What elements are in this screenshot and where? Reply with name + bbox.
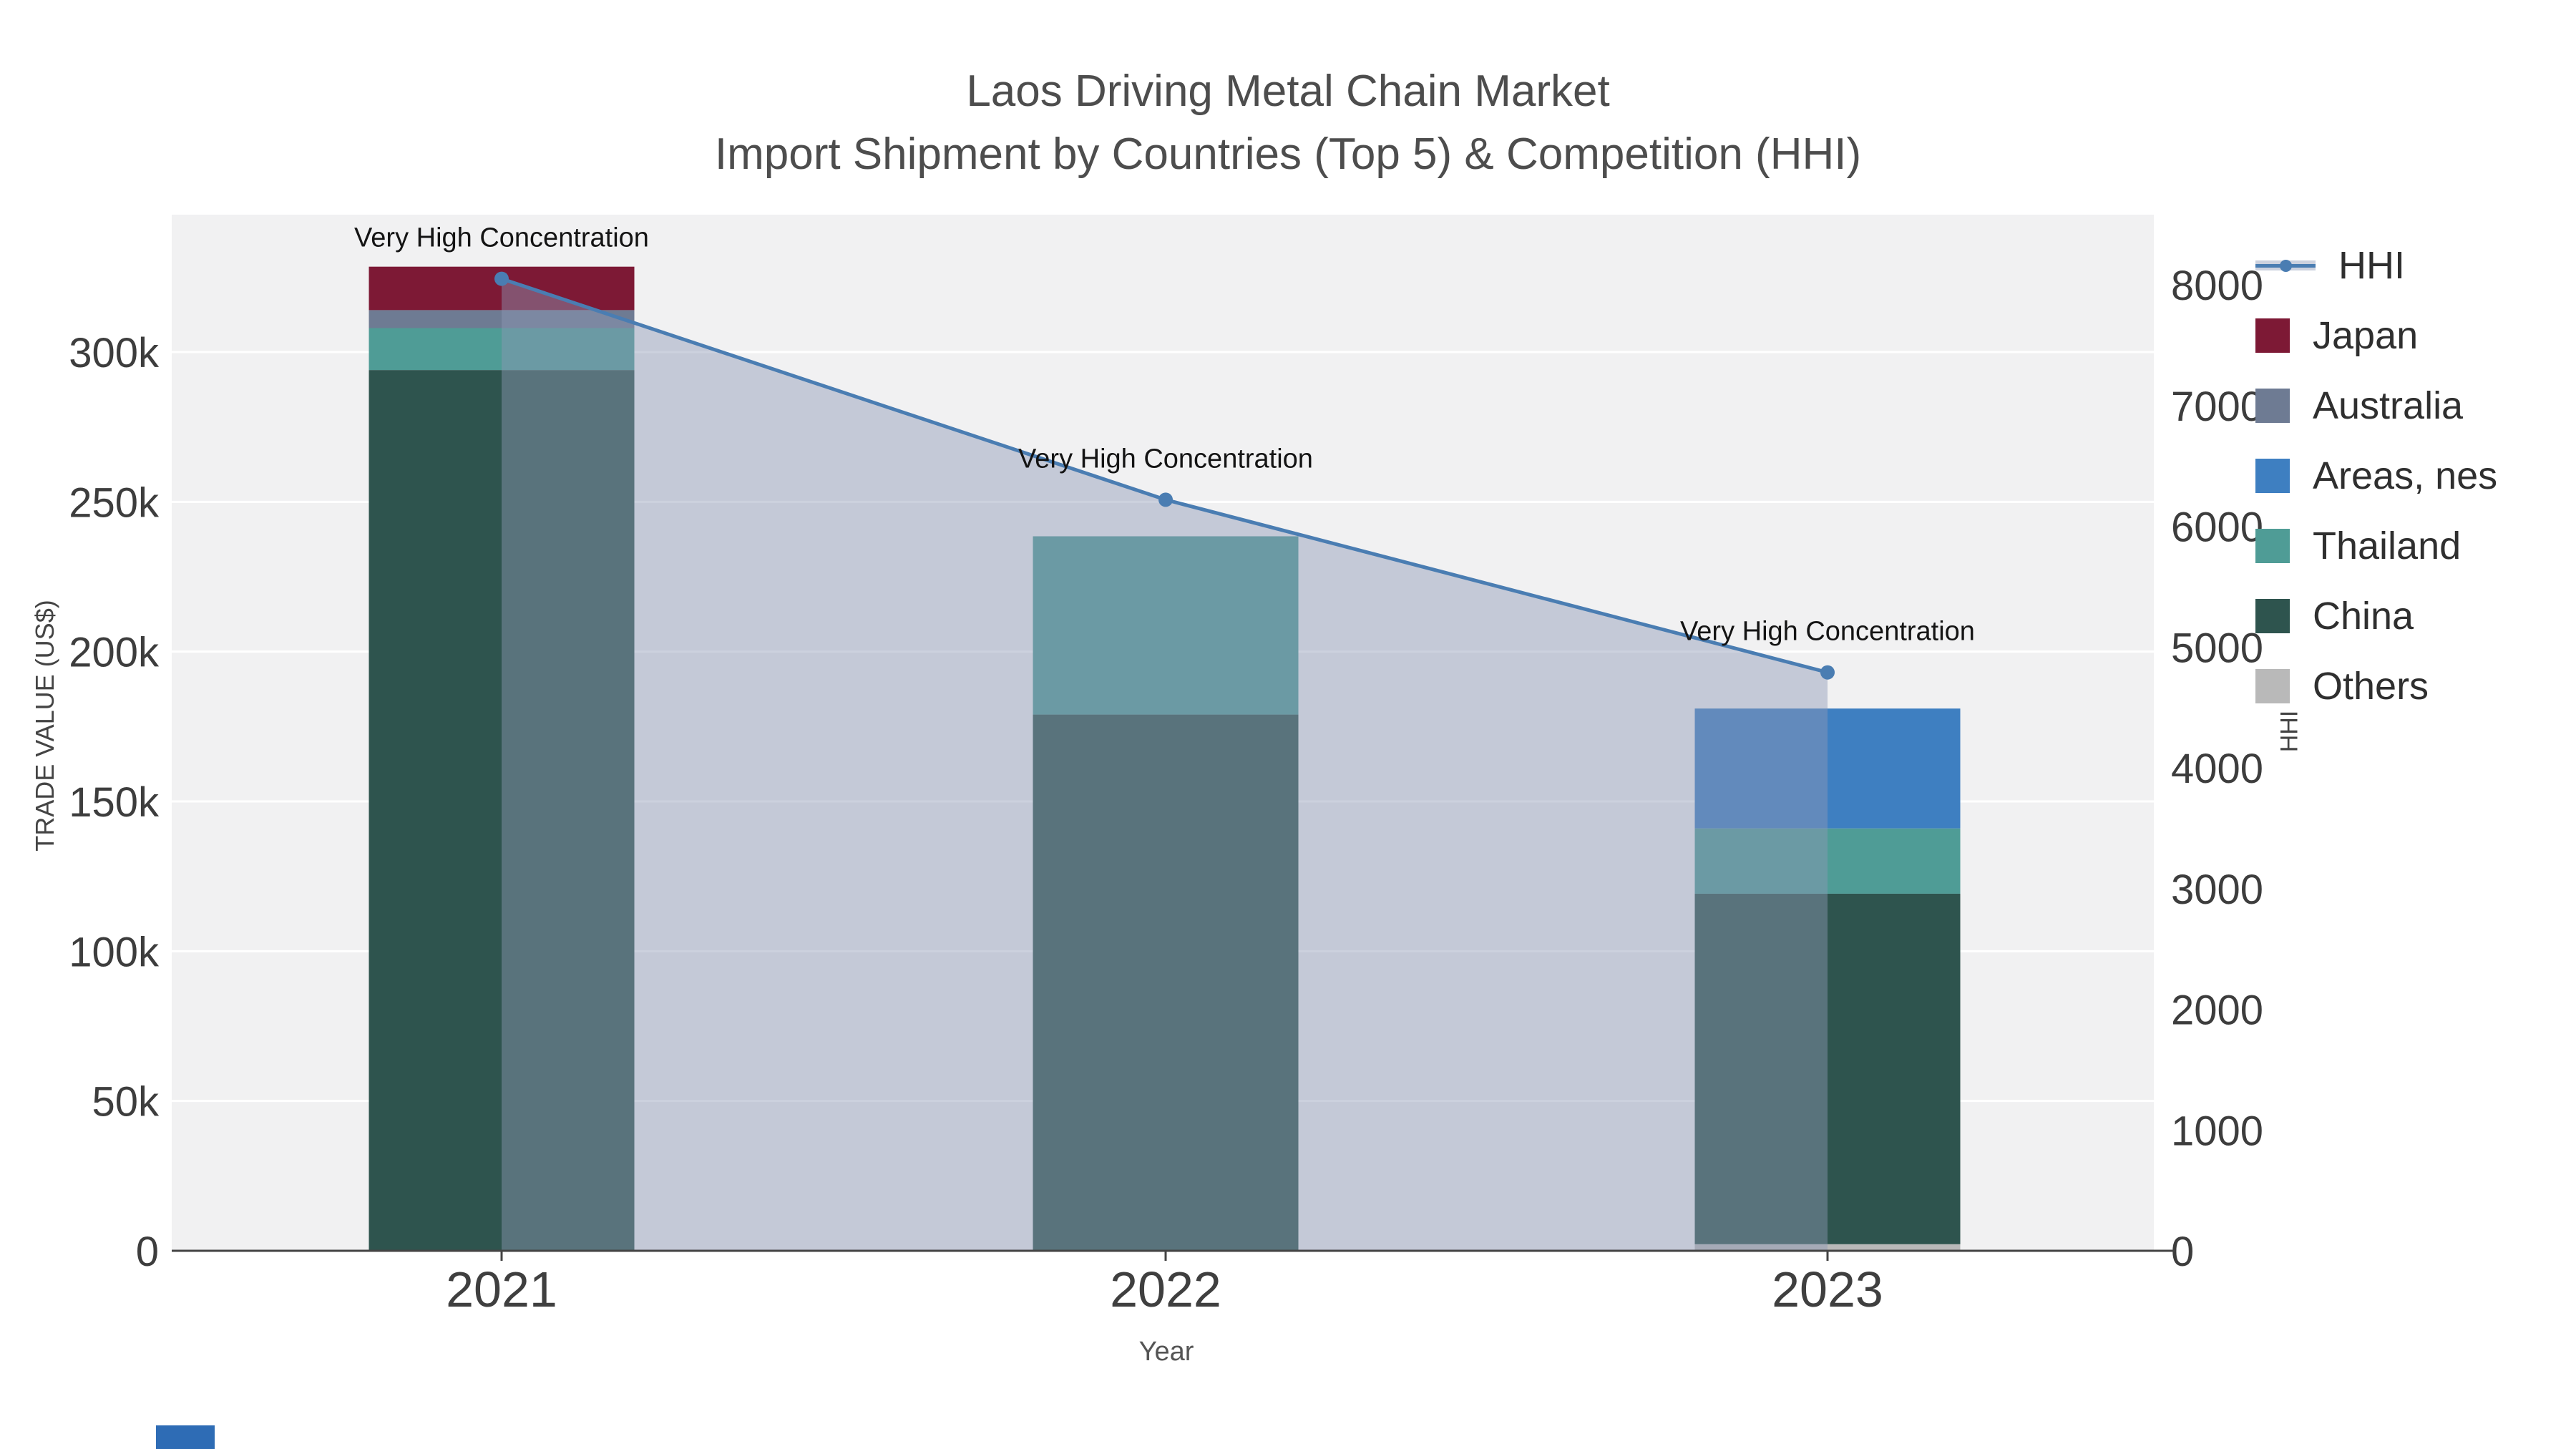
y-left-tick-label-300k: 300k bbox=[69, 330, 160, 376]
hhi-area bbox=[502, 278, 1828, 1251]
legend-hhi-marker-dot bbox=[2280, 260, 2292, 272]
legend-swatch-thailand bbox=[2255, 529, 2290, 563]
y-right-tick-label-7000: 7000 bbox=[2171, 384, 2263, 430]
legend-swatch-china bbox=[2255, 599, 2290, 633]
legend-label-others: Others bbox=[2313, 665, 2429, 708]
y-right-tick-label-3000: 3000 bbox=[2171, 867, 2263, 913]
legend-label-china: China bbox=[2313, 595, 2414, 638]
legend-swatch-areas-nes bbox=[2255, 459, 2290, 493]
hhi-marker-2021[interactable] bbox=[494, 271, 509, 286]
hhi-marker-2023[interactable] bbox=[1820, 665, 1835, 680]
legend-label-areas-nes: Areas, nes bbox=[2313, 454, 2498, 497]
bar-segment-australia-2021[interactable] bbox=[369, 310, 635, 328]
annotation-2023: Very High Concentration bbox=[1680, 617, 1975, 647]
y-left-tick-label-150k: 150k bbox=[69, 779, 160, 826]
chart-title: Laos Driving Metal Chain Market Import S… bbox=[0, 60, 2576, 186]
y-left-tick-label-0: 0 bbox=[136, 1229, 159, 1275]
hhi-marker-2022[interactable] bbox=[1158, 492, 1173, 507]
y-right-tick-label-4000: 4000 bbox=[2171, 746, 2263, 792]
y-left-tick-label-250k: 250k bbox=[69, 479, 160, 526]
y-left-tick-label-100k: 100k bbox=[69, 929, 160, 975]
bar-segment-thailand-2022[interactable] bbox=[1033, 536, 1299, 715]
y-left-tick-label-200k: 200k bbox=[69, 630, 160, 676]
legend-label-australia: Australia bbox=[2313, 384, 2464, 427]
y-right-tick-label-1000: 1000 bbox=[2171, 1108, 2263, 1154]
legend-item-thailand[interactable]: Thailand bbox=[2255, 511, 2497, 581]
legend-item-hhi[interactable]: HHI bbox=[2255, 230, 2497, 301]
bar-segment-china-2022[interactable] bbox=[1033, 714, 1299, 1251]
legend-hhi-line-glyph bbox=[2255, 251, 2316, 280]
legend-swatch-australia bbox=[2255, 389, 2290, 423]
bar-segment-china-2023[interactable] bbox=[1694, 893, 1961, 1244]
y-left-tick-label-50k: 50k bbox=[92, 1079, 160, 1126]
x-axis-title: Year bbox=[1138, 1337, 1194, 1367]
bar-segment-thailand-2021[interactable] bbox=[369, 328, 635, 371]
legend-item-areas-nes[interactable]: Areas, nes bbox=[2255, 441, 2497, 511]
bar-segment-thailand-2023[interactable] bbox=[1694, 828, 1961, 894]
x-tick-label-2022: 2022 bbox=[1110, 1262, 1221, 1317]
legend-item-japan[interactable]: Japan bbox=[2255, 301, 2497, 371]
legend-item-australia[interactable]: Australia bbox=[2255, 371, 2497, 441]
y-axis-title-right: HHI bbox=[2275, 710, 2303, 753]
y-axis-title-left: TRADE VALUE (US$) bbox=[30, 600, 59, 852]
bottom-left-blue-fragment bbox=[156, 1425, 215, 1449]
bar-segment-areas-nes-2023[interactable] bbox=[1694, 708, 1961, 829]
annotation-2021: Very High Concentration bbox=[354, 223, 649, 253]
legend-label-thailand: Thailand bbox=[2313, 525, 2462, 567]
y-right-tick-label-8000: 8000 bbox=[2171, 263, 2263, 309]
legend-swatch-japan bbox=[2255, 318, 2290, 353]
legend-label-hhi: HHI bbox=[2338, 244, 2405, 287]
y-right-tick-label-2000: 2000 bbox=[2171, 987, 2263, 1034]
y-right-tick-label-5000: 5000 bbox=[2171, 625, 2263, 671]
legend-label-japan: Japan bbox=[2313, 314, 2419, 357]
legend-item-others[interactable]: Others bbox=[2255, 651, 2497, 721]
legend-item-china[interactable]: China bbox=[2255, 581, 2497, 651]
chart-title-line1: Laos Driving Metal Chain Market bbox=[966, 67, 1610, 116]
legend: HHI Japan Australia Areas, nes Thailand China… bbox=[2255, 230, 2497, 721]
annotation-2022: Very High Concentration bbox=[1018, 444, 1313, 474]
chart-title-line2: Import Shipment by Countries (Top 5) & C… bbox=[714, 130, 1862, 179]
x-tick-label-2021: 2021 bbox=[446, 1262, 557, 1317]
x-tick-label-2023: 2023 bbox=[1772, 1262, 1883, 1317]
bar-segment-china-2021[interactable] bbox=[369, 370, 635, 1251]
y-right-tick-label-6000: 6000 bbox=[2171, 504, 2263, 551]
bar-segment-others-2023[interactable] bbox=[1694, 1244, 1961, 1251]
legend-swatch-others bbox=[2255, 669, 2290, 703]
